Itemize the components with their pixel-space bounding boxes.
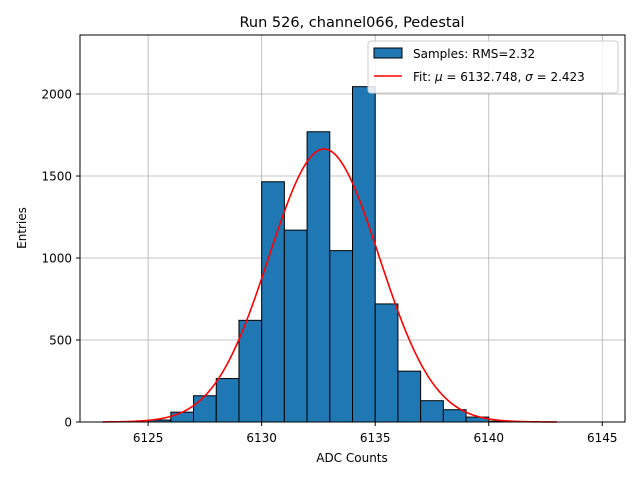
legend: Samples: RMS=2.32 Fit: μ = 6132.748, σ =… [367,40,619,94]
histogram-bar [306,131,331,423]
histogram-bar [238,319,263,423]
x-tick-label: 6140 [473,431,504,445]
x-tick-label: 6145 [587,431,618,445]
legend-fit-label: Fit: μ = 6132.748, σ = 2.423 [413,70,585,84]
histogram-bar [261,181,285,423]
y-tick-label: 0 [64,416,72,430]
histogram-bar [170,411,195,423]
histogram-bar [374,303,399,423]
histogram-bars [147,86,512,423]
histogram-bar [193,395,217,423]
fit-curve [102,148,557,423]
y-axis-label: Entries [15,207,29,249]
x-tick-label: 6125 [133,431,164,445]
histogram-bar [397,370,422,423]
histogram-bar [283,229,308,423]
histogram-bar [420,400,444,423]
legend-samples-swatch [373,47,403,59]
y-axis-ticks: 0 500 1000 1500 2000 [41,88,80,430]
x-axis-ticks: 6125 6130 6135 6140 6145 [133,422,618,445]
histogram-bar [352,86,376,423]
y-tick-label: 1000 [41,252,72,266]
x-tick-label: 6135 [360,431,391,445]
plot-frame [79,34,626,423]
histogram-bar [442,409,467,423]
histogram-bar [215,378,240,423]
legend-box [367,40,619,94]
x-tick-label: 6130 [246,431,277,445]
y-tick-label: 500 [49,334,72,348]
histogram-bar [329,250,353,423]
legend-samples-label: Samples: RMS=2.32 [413,47,535,61]
y-tick-label: 1500 [41,170,72,184]
y-tick-label: 2000 [41,88,72,102]
x-axis-label: ADC Counts [316,451,388,465]
chart-title: Run 526, channel066, Pedestal [239,15,464,31]
